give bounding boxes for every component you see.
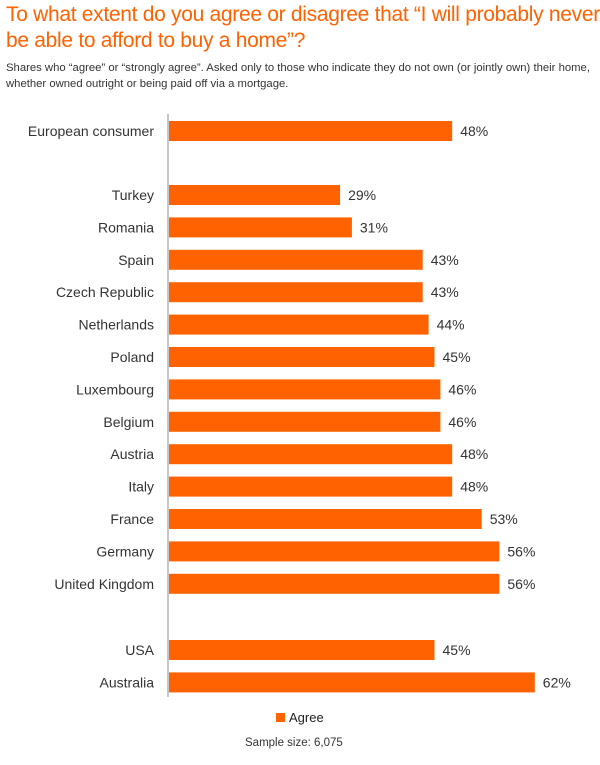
category-label: Spain bbox=[118, 252, 154, 268]
data-label: 56% bbox=[507, 576, 535, 592]
bar-australia bbox=[169, 672, 535, 693]
legend-label-agree: Agree bbox=[289, 710, 324, 725]
data-label: 43% bbox=[431, 284, 459, 300]
bar-france bbox=[169, 509, 482, 529]
category-label: European consumer bbox=[28, 123, 154, 139]
bar-belgium bbox=[169, 411, 441, 432]
sample-size-note: Sample size: 6,075 bbox=[245, 737, 343, 749]
data-label: 56% bbox=[507, 543, 535, 559]
data-label: 43% bbox=[431, 252, 459, 268]
bar-germany bbox=[169, 541, 500, 562]
category-label: Luxembourg bbox=[76, 381, 154, 397]
category-label: Netherlands bbox=[79, 317, 155, 333]
bar-italy bbox=[169, 476, 453, 497]
data-label: 46% bbox=[448, 414, 476, 430]
category-label: United Kingdom bbox=[54, 576, 154, 592]
bar-poland bbox=[169, 347, 435, 367]
category-label: France bbox=[110, 511, 154, 527]
chart-title: To what extent do you agree or disagree … bbox=[6, 3, 600, 52]
bar-czech-republic bbox=[169, 282, 423, 303]
chart-subtitle: Shares who “agree” or “strongly agree”. … bbox=[6, 62, 590, 90]
category-label: Romania bbox=[98, 219, 154, 235]
bar-united-kingdom bbox=[169, 573, 500, 594]
data-label: 62% bbox=[543, 674, 571, 690]
category-label: USA bbox=[125, 642, 154, 658]
bar-usa bbox=[169, 640, 435, 660]
data-label: 45% bbox=[443, 642, 471, 658]
bar-turkey bbox=[169, 185, 341, 205]
bar-european-consumer bbox=[169, 121, 453, 141]
data-label: 48% bbox=[460, 123, 488, 139]
category-label: Belgium bbox=[103, 414, 154, 430]
bar-luxembourg bbox=[169, 379, 441, 400]
category-label: Germany bbox=[96, 543, 154, 559]
data-label: 31% bbox=[360, 219, 388, 235]
category-label: Turkey bbox=[112, 187, 154, 203]
category-label: Poland bbox=[110, 349, 154, 365]
legend-swatch-agree bbox=[276, 713, 285, 722]
data-label: 46% bbox=[448, 381, 476, 397]
data-label: 44% bbox=[437, 317, 465, 333]
data-label: 45% bbox=[443, 349, 471, 365]
data-label: 53% bbox=[490, 511, 518, 527]
bar-spain bbox=[169, 249, 423, 270]
category-label: Austria bbox=[110, 446, 154, 462]
bar-austria bbox=[169, 444, 453, 465]
data-label: 48% bbox=[460, 446, 488, 462]
category-label: Czech Republic bbox=[56, 284, 154, 300]
bar-romania bbox=[169, 217, 352, 238]
category-label: Italy bbox=[128, 479, 154, 495]
bar-netherlands bbox=[169, 314, 429, 335]
data-label: 29% bbox=[348, 187, 376, 203]
data-label: 48% bbox=[460, 479, 488, 495]
category-label: Australia bbox=[100, 674, 155, 690]
